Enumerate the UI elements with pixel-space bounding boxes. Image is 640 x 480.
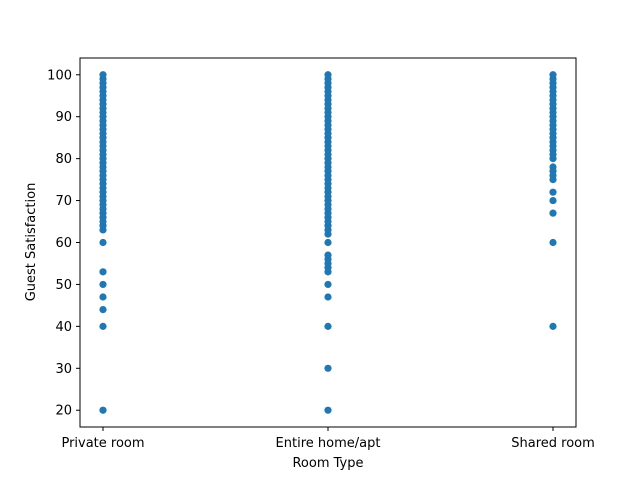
x-tick-label: Private room [61,436,144,451]
data-point [549,322,557,330]
y-tick-label: 100 [47,68,72,83]
y-tick-label: 40 [55,320,72,335]
x-axis-ticks: Private room Entire home/apt Shared room [61,427,595,451]
data-point [99,238,107,247]
y-tick-label: 20 [55,404,72,419]
y-tick-label: 60 [55,236,72,251]
data-point [324,293,332,301]
data-point [549,209,557,217]
y-tick-label: 30 [55,362,72,377]
data-point [549,196,557,205]
data-point [324,322,332,330]
data-point [99,268,107,276]
data-point [324,406,332,414]
y-axis-ticks: 20 30 40 50 60 70 80 90 100 [47,68,80,419]
y-tick-label: 50 [55,278,72,293]
x-axis-label: Room Type [292,456,363,471]
y-axis-label: Guest Satisfaction [24,183,39,302]
data-point [99,305,107,314]
data-point [324,280,332,289]
data-point [324,251,332,259]
data-point [549,163,557,171]
data-point [99,71,107,79]
data-point [99,280,107,289]
data-point [549,238,557,247]
data-point [99,322,107,330]
data-point [549,188,557,196]
data-point [99,293,107,301]
data-point [99,406,107,414]
data-point [324,364,332,372]
y-tick-label: 80 [55,152,72,167]
x-tick-label: Entire home/apt [276,436,381,451]
x-tick-label: Shared room [511,436,595,451]
y-tick-label: 90 [55,110,72,125]
points-layer [99,71,557,414]
y-tick-label: 70 [55,194,72,209]
data-point [324,238,332,247]
data-point [549,71,557,79]
data-point [324,71,332,79]
